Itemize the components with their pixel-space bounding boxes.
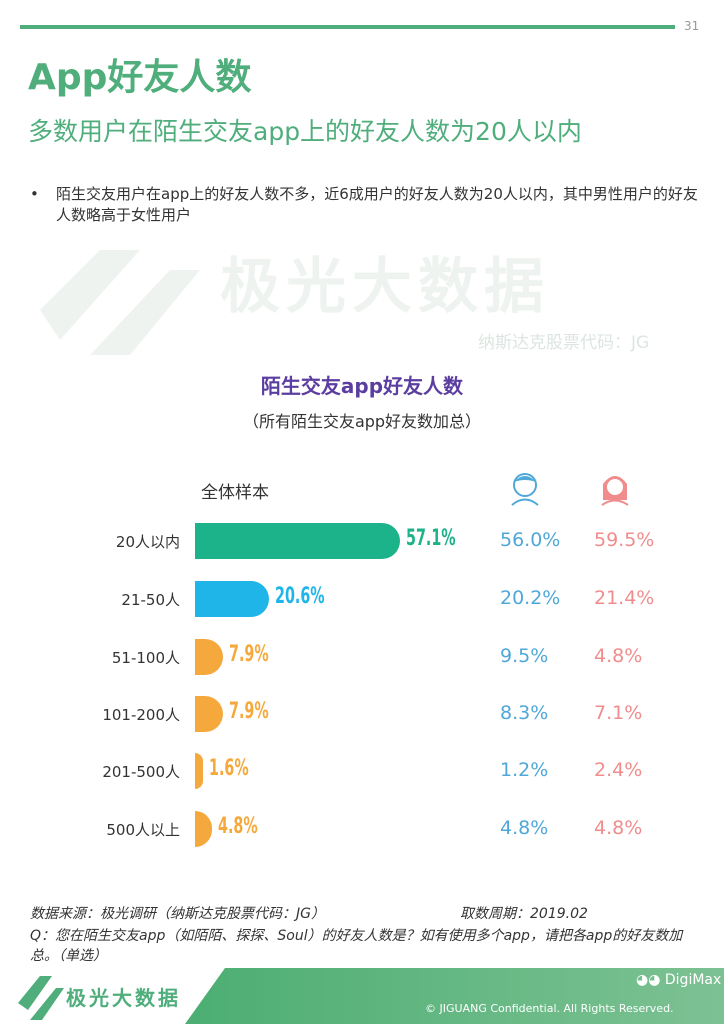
category-label: 21-50人 [121, 591, 180, 609]
bullet-symbol: • [30, 185, 39, 203]
male-value: 4.8% [500, 817, 549, 839]
category-label: 51-100人 [111, 649, 180, 667]
bar-value-label: 57.1% [405, 526, 456, 551]
bar [195, 581, 269, 617]
page-subtitle: 多数用户在陌生交友app上的好友人数为20人以内 [28, 117, 582, 146]
bar-value-label: 7.9% [229, 699, 270, 724]
bar [195, 696, 224, 732]
category-label: 101-200人 [102, 706, 180, 724]
series-label: 全体样本 [201, 483, 269, 503]
girl-icon [601, 476, 629, 506]
male-value: 1.2% [500, 759, 549, 781]
wechat-icon: ◕◕ [636, 972, 665, 988]
footer-brand: 极光大数据 [66, 986, 181, 1010]
bar-value-label: 20.6% [274, 584, 325, 609]
bullet-point: • 陌生交友用户在app上的好友人数不多，近6成用户的好友人数为20人以内，其中男… [30, 184, 698, 224]
bar [195, 811, 213, 847]
chart-subtitle: （所有陌生交友app好友数加总） [242, 412, 482, 431]
female-value: 59.5% [594, 529, 655, 551]
data-period: 取数周期：2019.02 [460, 906, 588, 922]
female-value: 2.4% [594, 759, 643, 781]
copyright: © JIGUANG Confidential. All Rights Reser… [425, 1002, 674, 1015]
watermark-brand: 极光大数据 [220, 252, 550, 322]
footer-band [18, 968, 724, 1024]
female-value: 4.8% [594, 817, 643, 839]
header-rule [20, 25, 675, 29]
bar [195, 639, 224, 675]
male-value: 9.5% [500, 645, 549, 667]
bar-value-label: 7.9% [229, 642, 270, 667]
bar-value-label: 4.8% [218, 814, 258, 839]
female-value: 4.8% [594, 645, 643, 667]
male-value: 56.0% [500, 529, 561, 551]
category-label: 20人以内 [115, 533, 180, 551]
wechat-account: DigiMax [664, 972, 722, 988]
category-label: 500人以上 [106, 821, 180, 839]
chart-title: 陌生交友app好友人数 [260, 374, 464, 398]
wechat-watermark: ◕◕ DigiMax [636, 971, 721, 989]
bar [195, 523, 400, 559]
boy-icon [511, 473, 539, 506]
bar [195, 753, 203, 789]
category-label: 201-500人 [102, 763, 180, 781]
female-value: 7.1% [594, 702, 643, 724]
survey-question: Q：您在陌生交友app（如陌陌、探探、Soul）的好友人数是？如有使用多个app… [30, 928, 683, 964]
page-number: 31 [684, 19, 700, 33]
watermark-logo-icon [40, 250, 200, 355]
bar-value-label: 1.6% [209, 756, 249, 781]
bullet-text: 陌生交友用户在app上的好友人数不多，近6成用户的好友人数为20人以内，其中男性… [56, 185, 698, 224]
data-source: 数据来源：极光调研（纳斯达克股票代码：JG） [30, 906, 325, 922]
watermark-code: 纳斯达克股票代码：JG [478, 333, 650, 353]
male-value: 8.3% [500, 702, 549, 724]
jiguang-logo-icon [18, 976, 64, 1020]
male-value: 20.2% [500, 587, 561, 609]
page-title: App好友人数 [28, 57, 252, 98]
female-value: 21.4% [594, 587, 655, 609]
